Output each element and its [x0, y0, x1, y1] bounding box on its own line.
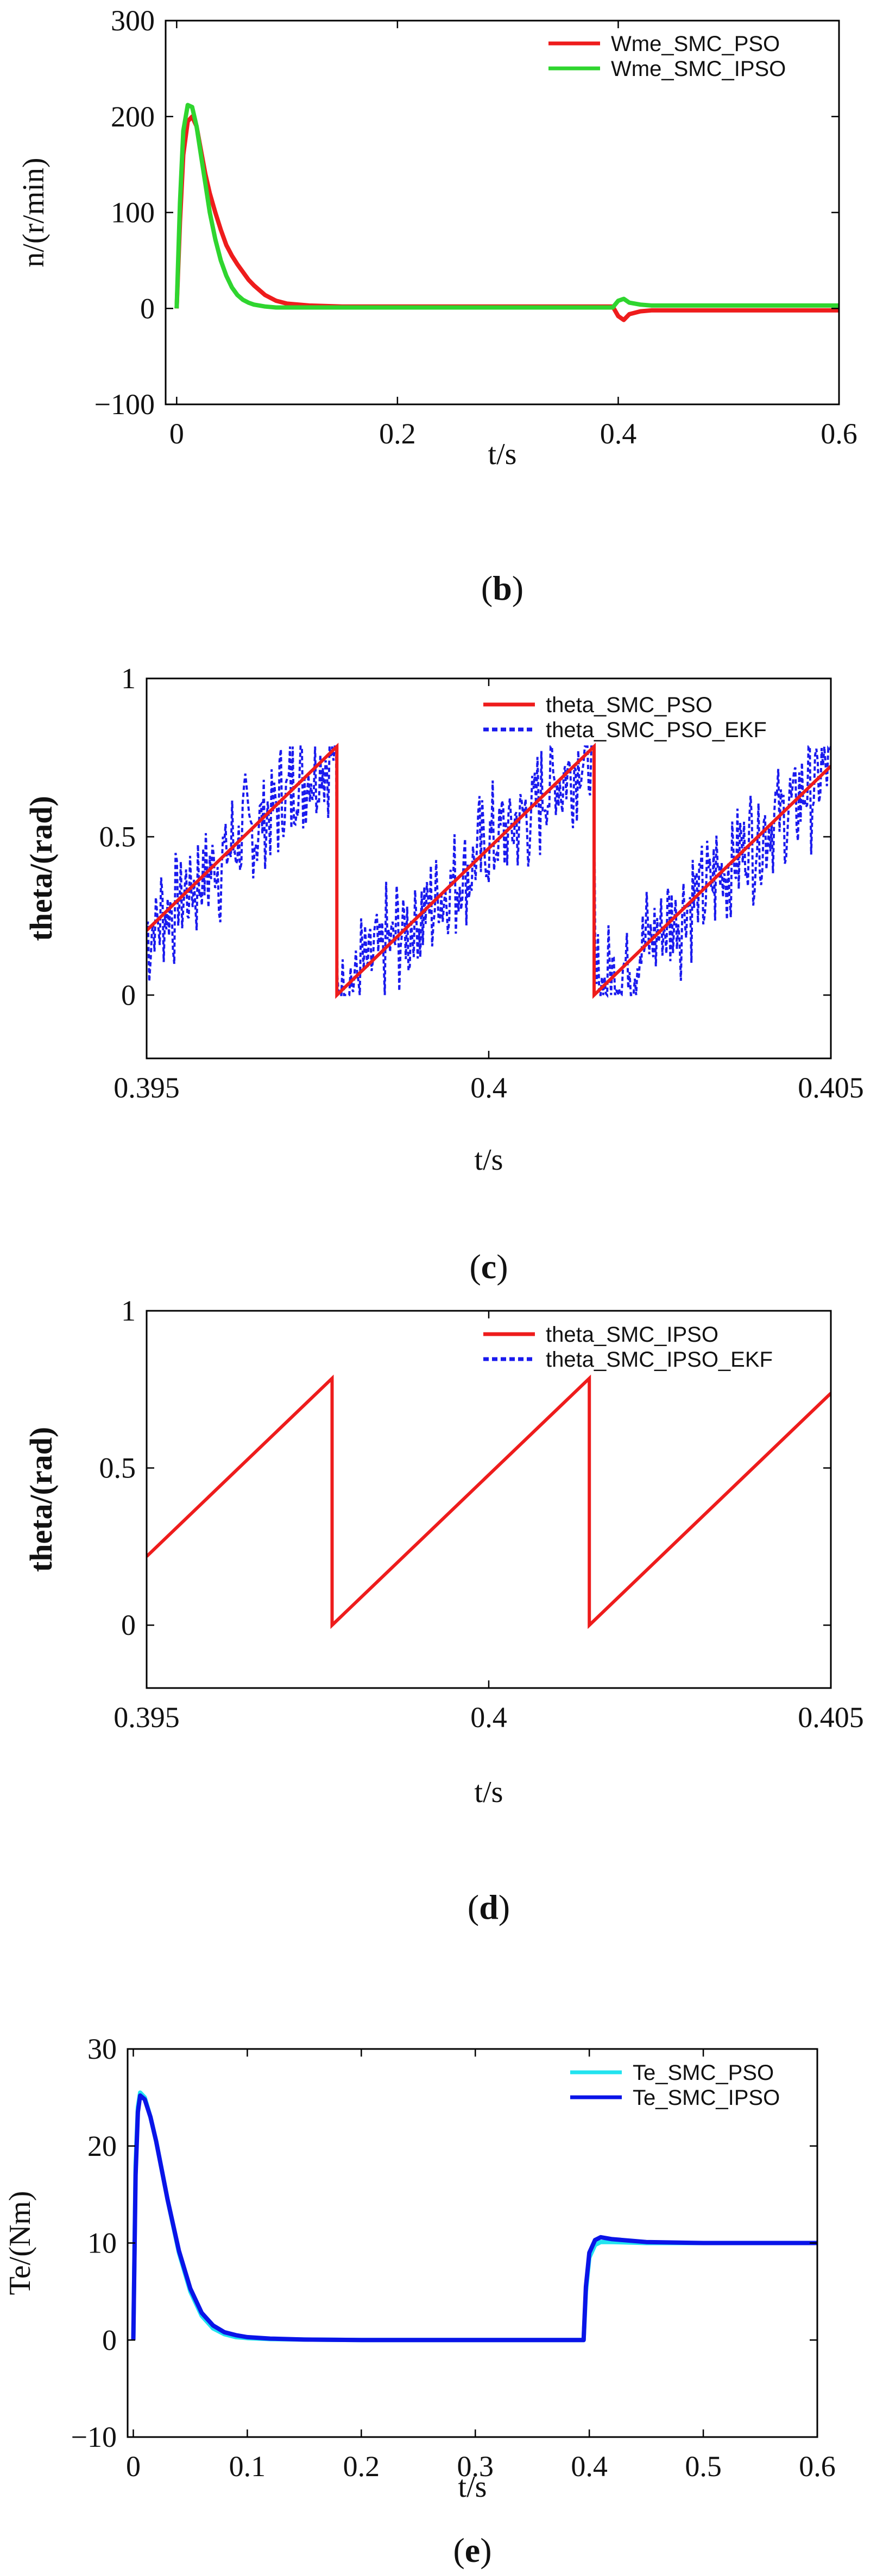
x-tick-label: 0.4	[600, 417, 637, 450]
x-tick-label: 0	[126, 2450, 141, 2483]
series-group	[147, 1374, 831, 1629]
x-tick-label: 0.395	[113, 1701, 180, 1734]
y-tick-label: 1	[121, 1295, 136, 1327]
legend-label: theta_SMC_IPSO	[546, 1323, 718, 1347]
x-tick-label: 0.4	[470, 1071, 507, 1104]
x-tick-label: 0.405	[798, 1071, 864, 1104]
legend-label: Wme_SMC_PSO	[611, 32, 780, 56]
panel-caption: (e)	[453, 2531, 491, 2569]
legend-label: theta_SMC_PSO_EKF	[546, 718, 767, 742]
x-axis-label: t/s	[488, 437, 517, 471]
legend-label: Te_SMC_IPSO	[633, 2086, 780, 2110]
legend-label: theta_SMC_PSO	[546, 693, 712, 717]
y-tick-label: 0	[121, 979, 136, 1011]
x-tick-label: 0.5	[685, 2450, 722, 2483]
x-tick-label: 0.4	[470, 1701, 507, 1734]
legend-label: Te_SMC_PSO	[633, 2061, 774, 2085]
y-tick-label: 1	[121, 662, 136, 695]
y-axis-label: theta/(rad)	[23, 796, 59, 941]
x-tick-label: 0.405	[798, 1701, 864, 1734]
chart-b: 0 0.2 0.4 0.6 −100 0 100 200 300 t/s n/(r/min) Wme_…	[17, 4, 857, 607]
y-axis-label: Te/(Nm)	[3, 2191, 37, 2295]
y-tick-label: 20	[87, 2130, 117, 2162]
x-tick-label: 0.2	[343, 2450, 380, 2483]
y-tick-label: 0.5	[99, 821, 136, 853]
series-group	[131, 2090, 817, 2343]
x-tick-label: 0.4	[571, 2450, 608, 2483]
y-tick-label: −10	[71, 2421, 117, 2453]
x-axis-label: t/s	[475, 1143, 503, 1177]
y-tick-label: 0	[140, 292, 155, 325]
panel-caption: (b)	[481, 569, 524, 607]
series-line-theta_SMC_IPSO	[147, 1374, 831, 1629]
x-tick-label: 0.2	[379, 417, 416, 450]
x-tick-label: 0	[169, 417, 184, 450]
x-tick-label: 0.1	[229, 2450, 266, 2483]
panel-caption: (d)	[468, 1888, 510, 1926]
x-tick-label: 0.395	[113, 1071, 180, 1104]
series-line-Te_SMC_IPSO	[131, 2093, 817, 2343]
y-axis-label: n/(r/min)	[17, 157, 51, 267]
series-group	[147, 743, 831, 999]
y-tick-label: 30	[87, 2033, 117, 2065]
y-tick-label: −100	[94, 388, 155, 421]
series-line-Wme_SMC_IPSO	[174, 103, 839, 310]
chart-d: 0.395 0.4 0.405 0 0.5 1 t/s theta/(rad) theta_SM…	[23, 1295, 864, 1926]
series-line-Wme_SMC_PSO	[174, 114, 839, 322]
y-tick-label: 0.5	[99, 1452, 136, 1484]
x-axis-label: t/s	[475, 1775, 503, 1809]
chart-c: 0.395 0.4 0.405 0 0.5 1 t/s theta/(rad) theta_SM…	[23, 662, 864, 1286]
y-tick-label: 200	[111, 100, 155, 133]
series-group	[174, 103, 839, 322]
series-line-Te_SMC_PSO	[131, 2090, 817, 2343]
chart-e: 0 0.1 0.2 0.3 0.4 0.5 0.6 −10 0 10 20 30 t/s Te/(Nm) T…	[3, 2033, 836, 2569]
series-line-theta_SMC_PSO	[147, 743, 831, 999]
series-line-theta_SMC_PSO_EKF	[147, 745, 831, 998]
y-tick-label: 10	[87, 2227, 117, 2260]
x-tick-label: 0.6	[799, 2450, 836, 2483]
legend-label: Wme_SMC_IPSO	[611, 57, 786, 81]
panel-caption: (c)	[469, 1247, 508, 1286]
x-tick-label: 0.6	[821, 417, 857, 450]
y-tick-label: 0	[102, 2324, 117, 2356]
y-tick-label: 0	[121, 1609, 136, 1641]
y-tick-label: 100	[111, 196, 155, 229]
x-tick-label: 0.3	[457, 2450, 494, 2483]
legend-label: theta_SMC_IPSO_EKF	[546, 1348, 773, 1372]
y-tick-label: 300	[111, 4, 155, 37]
x-axis-label: t/s	[458, 2470, 487, 2504]
series-line-theta_SMC_IPSO_EKF	[147, 1375, 831, 1628]
y-axis-label: theta/(rad)	[23, 1427, 59, 1572]
